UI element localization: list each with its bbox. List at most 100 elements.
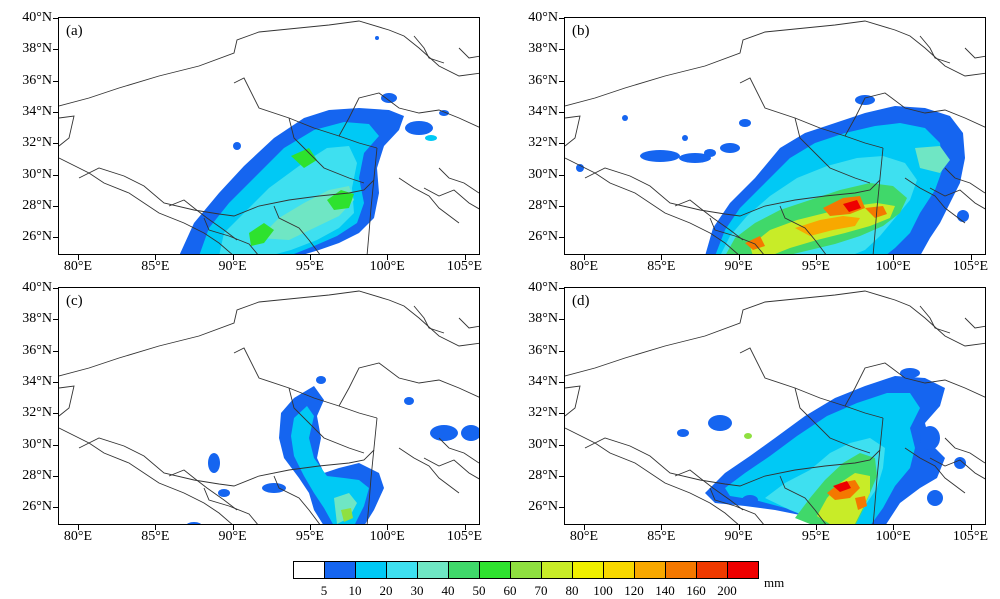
latitude-tick-mark: [53, 143, 58, 145]
border-line: [203, 487, 258, 524]
latitude-tick-label: 26°N: [22, 499, 52, 515]
latitude-tick-label: 34°N: [528, 373, 558, 389]
precipitation-area: [291, 148, 317, 168]
colorbar-tick-label: 5: [320, 583, 328, 598]
border-line: [919, 305, 951, 334]
latitude-tick-label: 38°N: [528, 41, 558, 57]
border-line: [273, 475, 321, 524]
border-line: [565, 115, 581, 147]
longitude-tick-mark: [155, 255, 157, 260]
latitude-tick-mark: [559, 475, 564, 477]
precipitation-area: [927, 490, 943, 506]
longitude-tick-mark: [893, 255, 895, 260]
precipitation-area: [957, 210, 969, 222]
border-line: [844, 92, 985, 137]
precipitation-area: [739, 119, 751, 127]
longitude-tick-mark: [970, 255, 972, 260]
precipitation-area: [439, 110, 449, 116]
latitude-tick-label: 36°N: [22, 342, 52, 358]
colorbar-swatch: [727, 561, 759, 579]
colorbar-swatch: [355, 561, 387, 579]
precipitation-area: [855, 496, 867, 510]
border-line: [904, 177, 966, 224]
longitude-tick-label: 90°E: [218, 259, 247, 274]
precipitation-area: [720, 143, 740, 153]
colorbar-swatch: [665, 561, 697, 579]
longitude-tick-mark: [661, 255, 663, 260]
colorbar-swatch: [603, 561, 635, 579]
border-line: [438, 167, 479, 194]
longitude-tick-mark: [738, 255, 740, 260]
border-line: [59, 157, 233, 254]
precipitation-map: [565, 20, 985, 254]
longitude-tick-mark: [584, 255, 585, 260]
precipitation-area: [218, 489, 230, 497]
border-line: [779, 205, 827, 254]
colorbar-tick-label: 20: [379, 583, 393, 598]
border-line: [565, 385, 581, 417]
latitude-tick-mark: [53, 288, 58, 289]
precipitation-map: [59, 20, 479, 254]
precipitation-area: [704, 149, 716, 157]
latitude-tick-label: 34°N: [22, 103, 52, 119]
colorbar-swatch: [572, 561, 604, 579]
border-line: [739, 347, 884, 419]
precipitation-area: [682, 135, 688, 141]
precipitation-area: [855, 95, 875, 105]
border-line: [168, 469, 238, 511]
border-line: [929, 457, 985, 480]
latitude-tick-mark: [559, 205, 564, 207]
precipitation-area: [708, 415, 732, 431]
latitude-tick-mark: [559, 174, 564, 176]
latitude-tick-mark: [53, 18, 58, 19]
latitude-tick-label: 34°N: [22, 373, 52, 389]
precipitation-map: [59, 290, 479, 524]
map-area: [564, 287, 986, 525]
border-line: [872, 417, 884, 524]
latitude-tick-mark: [559, 413, 564, 415]
longitude-tick-label: 80°E: [63, 259, 93, 274]
border-line: [674, 199, 744, 241]
latitude-tick-mark: [53, 444, 58, 446]
precipitation-area: [208, 453, 220, 473]
border-line: [413, 305, 445, 334]
latitude-tick-label: 26°N: [22, 229, 52, 245]
border-line: [794, 117, 871, 184]
longitude-tick-mark: [387, 525, 389, 530]
precipitation-area: [405, 121, 433, 135]
border-line: [438, 437, 479, 464]
colorbar-tick-label: 140: [655, 583, 675, 598]
border-line: [398, 447, 460, 494]
latitude-tick-label: 36°N: [528, 342, 558, 358]
latitude-tick-mark: [53, 475, 58, 477]
border-line: [203, 217, 258, 254]
latitude-tick-label: 36°N: [22, 72, 52, 88]
longitude-tick-label: 105°E: [446, 259, 483, 274]
longitude-tick-label: 95°E: [801, 529, 830, 544]
border-line: [844, 362, 985, 407]
colorbar-swatch: [417, 561, 449, 579]
border-line: [929, 187, 985, 210]
border-line: [78, 437, 375, 487]
panel-label: (c): [66, 293, 83, 309]
precipitation-area: [316, 376, 326, 384]
panel-label: (d): [572, 293, 590, 309]
latitude-tick-label: 26°N: [528, 499, 558, 515]
border-line: [59, 115, 75, 147]
precipitation-area: [622, 115, 628, 121]
longitude-tick-mark: [464, 525, 466, 530]
precipitation-area: [425, 135, 437, 141]
precipitation-area: [833, 481, 851, 492]
longitude-tick-label: 100°E: [875, 529, 911, 544]
colorbar-swatch: [386, 561, 418, 579]
border-line: [674, 469, 744, 511]
longitude-tick-mark: [309, 525, 311, 530]
longitude-tick-label: 90°E: [218, 529, 247, 544]
precipitation-area: [262, 483, 286, 493]
border-line: [709, 217, 764, 254]
colorbar-tick-label: 200: [717, 583, 737, 598]
longitude-tick-label: 85°E: [647, 529, 676, 544]
latitude-tick-mark: [53, 237, 58, 239]
border-line: [233, 77, 378, 149]
latitude-tick-label: 32°N: [528, 405, 558, 421]
